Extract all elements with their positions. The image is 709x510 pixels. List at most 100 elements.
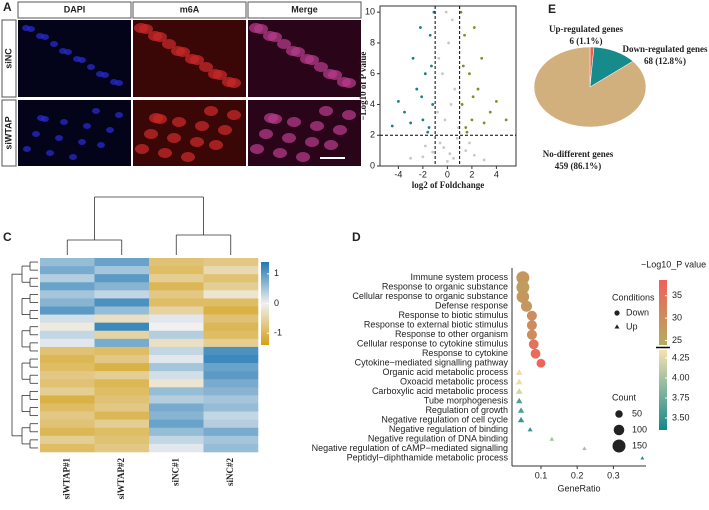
heat-cell: [203, 274, 259, 283]
cell: [324, 140, 338, 150]
point: [450, 18, 454, 22]
cell: [115, 80, 123, 86]
point: [457, 126, 460, 129]
cell: [41, 34, 49, 40]
point: [461, 64, 465, 68]
heat-cell: [40, 355, 95, 364]
heat-cell: [94, 322, 150, 332]
heat-cell: [94, 435, 150, 445]
y-tick-label: Regulation of growth: [425, 405, 508, 415]
x-tick-label: 4: [494, 169, 499, 179]
heat-cell: [203, 435, 259, 445]
heat-cell: [149, 266, 204, 275]
plot-frame: [379, 5, 517, 167]
point: [436, 110, 439, 114]
heat-cell: [149, 403, 204, 412]
x-tick-label: 0.1: [535, 470, 548, 480]
cell: [291, 47, 305, 57]
panel-letter: E: [548, 2, 556, 16]
point: [423, 144, 427, 148]
heat-cell: [149, 290, 204, 299]
heat-cell: [94, 355, 150, 364]
y-tick-label: 2: [370, 130, 375, 140]
circle-point: [536, 358, 546, 368]
heat-cell: [203, 266, 259, 275]
cell: [176, 47, 190, 57]
column-label: siNC#1: [170, 458, 180, 487]
heat-cell: [149, 371, 204, 380]
size-key: [615, 410, 623, 418]
y-tick-label: Negative regulation of DNA binding: [368, 434, 508, 444]
heat-cell: [40, 371, 95, 380]
colorbar-label: 4.25: [672, 352, 690, 362]
heat-cell: [94, 379, 150, 388]
heat-cell: [40, 322, 95, 332]
point: [463, 33, 466, 37]
cell: [287, 117, 301, 127]
slice-value: 459 (86.1%): [555, 161, 602, 171]
y-tick-label: Negative regulation of cAMP−mediated sig…: [312, 443, 508, 453]
heat-cell: [40, 427, 95, 437]
y-tick-label: 10: [365, 7, 375, 17]
y-tick-label: Response to cytokine: [422, 348, 508, 358]
point: [409, 121, 413, 125]
heat-cell: [94, 338, 150, 348]
legend-title: Conditions: [612, 292, 655, 302]
cell: [305, 137, 319, 147]
point: [432, 10, 436, 14]
heat-cell: [203, 411, 259, 420]
cell: [23, 146, 31, 152]
y-tick-label: Oxoacid metabolic process: [400, 377, 509, 387]
y-tick-label: Response to organic substance: [382, 282, 508, 292]
point: [464, 126, 468, 129]
x-axis-label: GeneRatio: [557, 483, 600, 493]
point: [426, 130, 430, 134]
heat-cell: [203, 363, 259, 372]
cell: [282, 133, 296, 143]
point: [476, 87, 480, 91]
heat-cell: [149, 314, 204, 323]
heat-cell: [203, 346, 259, 356]
size-key: [612, 439, 626, 453]
triangle-point: [582, 446, 587, 451]
slice-label: Up-regulated genes: [549, 24, 624, 34]
colorbar: [659, 350, 667, 430]
slice-label: Down-regulated genes: [622, 44, 708, 54]
colorbar-label: -1: [274, 328, 282, 338]
cell: [209, 140, 223, 150]
heat-cell: [149, 387, 204, 396]
point: [465, 130, 469, 134]
cell: [213, 70, 227, 80]
y-tick-label: Negative regulation of cell cycle: [381, 415, 508, 425]
heat-cell: [203, 355, 259, 364]
heat-cell: [149, 443, 204, 453]
heat-cell: [40, 298, 95, 307]
colorbar-label: 3.50: [672, 412, 690, 422]
column-header: DAPI: [64, 4, 86, 14]
circle-point: [530, 348, 541, 359]
pie-slice: [533, 46, 647, 128]
point: [415, 87, 419, 91]
heat-cell: [203, 258, 259, 267]
triangle-point: [614, 324, 620, 329]
colorbar: [261, 262, 269, 345]
heat-cell: [40, 266, 95, 275]
cell: [97, 142, 105, 148]
y-tick-label: Immune system process: [410, 272, 508, 282]
heat-cell: [40, 411, 95, 420]
legend-label: 150: [632, 440, 647, 450]
y-tick-label: Cellular response to cytokine stimulus: [357, 339, 509, 349]
cell: [333, 125, 347, 135]
cell: [218, 125, 232, 135]
heat-cell: [40, 258, 95, 267]
colorbar-label: 4.00: [672, 372, 690, 382]
y-tick-label: Negative regulation of binding: [389, 424, 508, 434]
triangle-point: [640, 456, 645, 460]
colorbar-label: 25: [672, 335, 682, 345]
heat-cell: [40, 306, 95, 315]
column-header-box: [17, 1, 132, 19]
y-tick-label: Defense response: [435, 301, 508, 311]
heat-cell: [203, 322, 259, 332]
cell: [199, 62, 213, 72]
colorbar-label: 35: [672, 290, 682, 300]
